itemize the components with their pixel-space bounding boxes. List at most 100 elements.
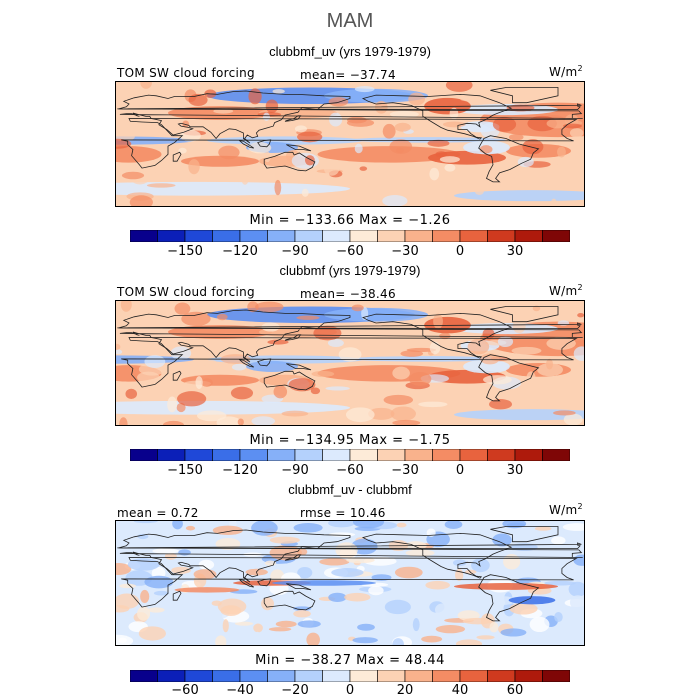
colorbar-swatch bbox=[377, 449, 406, 461]
coastline-japan bbox=[284, 334, 302, 341]
field-contour bbox=[130, 99, 139, 113]
field-contour bbox=[454, 409, 584, 421]
field-contour bbox=[343, 617, 355, 630]
coastline-japan bbox=[284, 554, 302, 561]
colorbar-swatch bbox=[294, 670, 323, 682]
colorbar-tick-label: −120 bbox=[222, 244, 258, 259]
field-contour bbox=[274, 179, 282, 196]
field-contour bbox=[319, 558, 350, 566]
coastline-borneo bbox=[257, 139, 272, 148]
field-contour bbox=[293, 523, 323, 533]
field-contour bbox=[444, 521, 463, 529]
field-contour bbox=[119, 417, 128, 425]
coastline-europe bbox=[118, 309, 583, 363]
field-contour bbox=[509, 602, 538, 615]
panel-2-map-svg bbox=[116, 301, 584, 425]
field-contour bbox=[178, 549, 191, 556]
field-contour bbox=[119, 583, 137, 589]
field-contour bbox=[324, 307, 428, 322]
field-contour bbox=[275, 620, 297, 628]
field-contour bbox=[487, 596, 516, 606]
field-contour bbox=[197, 410, 227, 422]
coastline-samerica bbox=[478, 135, 540, 183]
colorbar-tick-label: 40 bbox=[451, 683, 469, 698]
coastline-namerica bbox=[361, 312, 513, 359]
colorbar-tick-label: 30 bbox=[506, 463, 524, 478]
field-contour bbox=[544, 580, 576, 586]
coastline-borneo bbox=[257, 578, 272, 587]
field-contour bbox=[120, 301, 132, 312]
colorbar-tick-label: −30 bbox=[391, 244, 419, 259]
field-contour bbox=[215, 635, 227, 645]
field-contour bbox=[546, 358, 554, 370]
field-contour bbox=[116, 563, 132, 575]
field-contour bbox=[492, 533, 512, 547]
colorbar-swatch bbox=[239, 449, 268, 461]
colorbar-tick-label: −90 bbox=[281, 244, 309, 259]
field-contour bbox=[392, 366, 410, 380]
field-contour bbox=[539, 556, 554, 571]
panel-2-title: clubbmf (yrs 1979-1979) bbox=[279, 263, 421, 278]
field-contour bbox=[231, 363, 247, 371]
field-contour bbox=[296, 315, 320, 320]
panel-3-title: clubbmf_uv - clubbmf bbox=[288, 482, 412, 497]
field-contour bbox=[297, 131, 323, 143]
field-contour bbox=[400, 350, 424, 357]
field-contour bbox=[327, 339, 344, 347]
coastline-africa bbox=[121, 337, 578, 388]
field-contour bbox=[537, 397, 551, 405]
colorbar-tick-label: −20 bbox=[281, 683, 309, 698]
field-contour bbox=[511, 346, 542, 355]
field-contour bbox=[140, 589, 150, 604]
colorbar-swatch bbox=[157, 230, 186, 242]
field-contour bbox=[324, 88, 428, 103]
coastline-australia bbox=[263, 151, 316, 172]
field-contour bbox=[389, 139, 413, 154]
field-contour bbox=[146, 183, 176, 188]
field-contour bbox=[352, 521, 385, 529]
colorbar-swatch bbox=[184, 449, 213, 461]
field-contour bbox=[427, 139, 450, 147]
colorbar-swatch bbox=[432, 230, 461, 242]
colorbar-swatch bbox=[377, 670, 406, 682]
colorbar-swatch bbox=[514, 449, 543, 461]
colorbar-swatch bbox=[542, 670, 570, 682]
field-contour bbox=[273, 385, 288, 399]
field-contour bbox=[328, 592, 347, 603]
colorbar-swatch bbox=[542, 230, 570, 242]
field-contour bbox=[116, 593, 140, 609]
field-contour bbox=[345, 407, 375, 423]
field-contour bbox=[116, 349, 123, 355]
panel-1-min-max: Min = −133.66 Max = −1.26 bbox=[249, 213, 451, 228]
coastline-uk bbox=[117, 322, 582, 330]
colorbar-swatch bbox=[404, 230, 433, 242]
field-contour bbox=[220, 605, 242, 616]
field-contour bbox=[174, 587, 240, 593]
panel-1-map bbox=[115, 81, 585, 207]
colorbar-swatch bbox=[322, 449, 351, 461]
field-contour bbox=[197, 359, 217, 366]
colorbar-swatch bbox=[514, 670, 543, 682]
coastline-newguinea bbox=[286, 583, 312, 591]
field-contour bbox=[176, 402, 186, 413]
field-contour bbox=[213, 108, 234, 114]
colorbar-swatch bbox=[184, 670, 213, 682]
field-contour bbox=[414, 334, 422, 349]
colorbar-tick-label: 60 bbox=[506, 683, 524, 698]
field-contour bbox=[500, 628, 527, 637]
field-contour bbox=[529, 616, 550, 633]
panel-2-mean: mean= −38.46 bbox=[300, 287, 396, 301]
colorbar-swatch bbox=[349, 230, 378, 242]
field-contour bbox=[121, 171, 145, 180]
coastline-namerica bbox=[361, 532, 513, 579]
field-contour bbox=[149, 161, 157, 176]
panel-3-units: W/m2 bbox=[549, 502, 583, 517]
field-contour bbox=[222, 619, 229, 633]
colorbar-tick-label: −60 bbox=[336, 244, 364, 259]
field-contour bbox=[172, 521, 183, 530]
coastline-australia bbox=[263, 370, 316, 391]
field-contour bbox=[200, 378, 213, 387]
field-contour bbox=[265, 99, 279, 113]
field-contour bbox=[253, 623, 263, 633]
colorbar-swatch bbox=[349, 670, 378, 682]
